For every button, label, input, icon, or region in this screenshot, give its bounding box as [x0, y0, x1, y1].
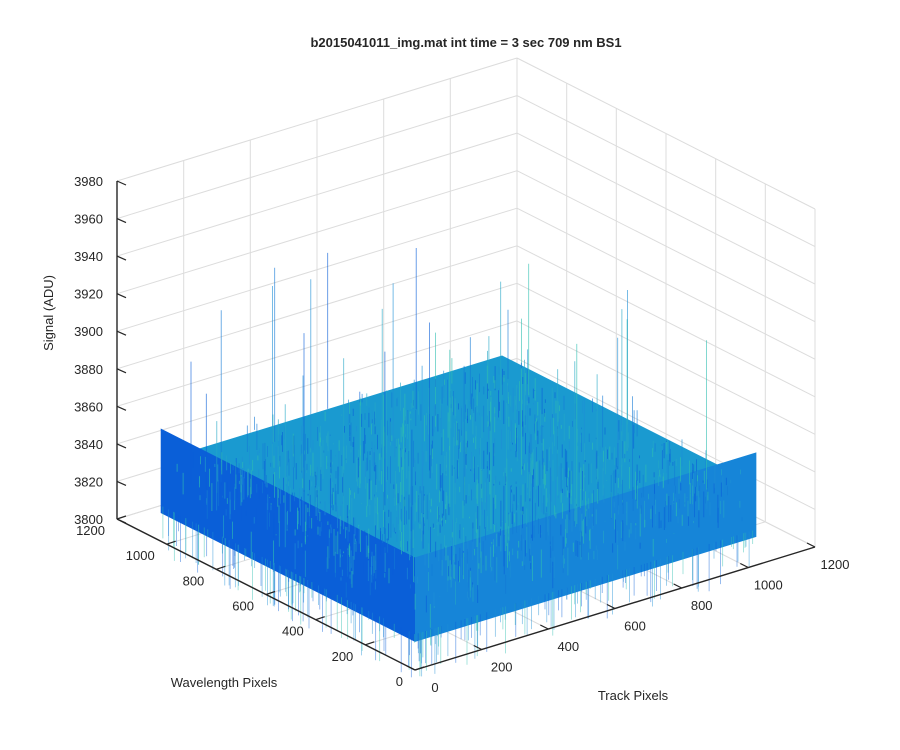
grid-line: [516, 357, 816, 510]
z-tick-label: 3860: [74, 399, 103, 414]
y-tick-mark: [216, 565, 226, 570]
grid-line: [516, 57, 816, 210]
z-tick-mark: [116, 405, 127, 411]
y-tick-mark: [365, 641, 375, 646]
grid-line: [516, 320, 816, 473]
z-tick-label: 3960: [74, 212, 103, 227]
y-tick-mark: [265, 590, 276, 596]
surface-body: [160, 248, 757, 678]
z-tick-mark: [116, 443, 127, 449]
y-tick-label: 1000: [126, 548, 155, 563]
x-tick-label: 600: [624, 619, 646, 634]
y-tick-label: 1200: [76, 523, 105, 538]
grid-line: [116, 207, 518, 332]
z-tick-label: 3900: [74, 324, 103, 339]
chart-axes: [116, 180, 816, 671]
z-tick-mark: [116, 218, 127, 224]
y-axis-label: Wavelength Pixels: [171, 675, 278, 690]
y-tick-label: 200: [332, 649, 354, 664]
x-tick-label: 200: [491, 660, 513, 675]
grid-line: [516, 95, 816, 248]
grid-line: [116, 132, 518, 257]
x-tick-mark: [540, 624, 549, 630]
z-tick-mark: [116, 480, 127, 486]
z-tick-label: 3840: [74, 437, 103, 452]
x-axis-label: Track Pixels: [598, 688, 669, 703]
z-tick-label: 3820: [74, 474, 103, 489]
y-tick-label: 0: [396, 674, 403, 689]
x-tick-label: 800: [691, 598, 713, 613]
grid-line: [116, 320, 518, 445]
grid-line: [116, 170, 518, 295]
x-tick-mark: [740, 562, 749, 569]
z-tick-label: 3980: [74, 174, 103, 189]
z-tick-label: 3940: [74, 249, 103, 264]
grid-line: [116, 95, 518, 220]
y-tick-mark: [166, 540, 176, 545]
surface-left-face: [160, 428, 415, 642]
y-tick-mark: [116, 515, 127, 520]
x-tick-label: 400: [557, 639, 579, 654]
z-axis-label: Signal (ADU): [41, 275, 56, 351]
grid-line: [516, 245, 816, 398]
grid-line: [516, 170, 816, 323]
z-tick-mark: [116, 180, 127, 186]
y-tick-label: 400: [282, 624, 304, 639]
x-tick-mark: [806, 542, 816, 548]
z-tick-label: 3920: [74, 287, 103, 302]
grid-line: [116, 282, 518, 407]
grid-line: [516, 282, 816, 435]
grid-line: [516, 207, 816, 360]
chart-title: b2015041011_img.mat int time = 3 sec 709…: [310, 35, 621, 50]
z-tick-mark: [116, 293, 127, 299]
x-tick-label: 1000: [754, 578, 783, 593]
z-tick-mark: [116, 368, 127, 374]
z-tick-mark: [116, 330, 127, 336]
z-tick-label: 3880: [74, 362, 103, 377]
y-tick-label: 800: [183, 573, 205, 588]
y-tick-label: 600: [232, 599, 254, 614]
x-tick-mark: [406, 665, 416, 671]
z-tick-label: 3800: [74, 512, 103, 527]
y-tick-mark: [315, 616, 325, 621]
x-tick-label: 0: [431, 680, 438, 695]
x-tick-mark: [606, 603, 616, 610]
x-tick-mark: [673, 583, 682, 589]
z-tick-mark: [116, 255, 127, 261]
grid-line: [116, 57, 518, 182]
grid-line: [116, 245, 518, 370]
x-tick-label: 1200: [821, 557, 850, 572]
surface-noise: [162, 248, 754, 678]
x-tick-mark: [473, 644, 482, 651]
data-surface: [160, 248, 757, 678]
surface-right-face: [415, 452, 757, 642]
y-tick-mark: [414, 666, 425, 671]
z-tick-mark: [116, 518, 127, 524]
grid-line: [516, 132, 816, 285]
chart-tick-labels: 0 200 400 600 800 1000 1200 0 200 400 600 800 1000 12…: [74, 174, 849, 695]
